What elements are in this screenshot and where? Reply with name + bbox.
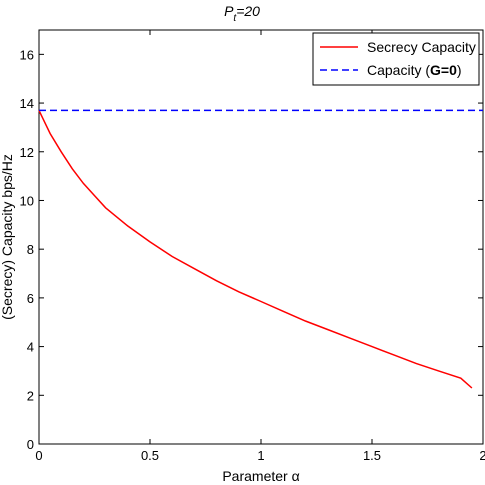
y-tick-label: 16 <box>20 47 34 62</box>
legend-box <box>312 32 480 86</box>
series-line-secrecy-capacity <box>38 110 473 389</box>
y-tick-label: 0 <box>27 437 34 452</box>
y-tick-label: 4 <box>27 340 34 355</box>
chart-title-subscript: t <box>233 13 237 24</box>
axis-tick-labels: 0 0.5 1 1.5 2 0 2 4 6 8 10 12 14 16 <box>20 47 485 463</box>
x-tick-label: 2 <box>479 448 485 463</box>
y-axis-label: (Secrecy) Capacity bps/Hz <box>0 154 15 320</box>
legend-capacity-suffix: ) <box>457 62 462 78</box>
y-tick-label: 12 <box>20 145 34 160</box>
series-group <box>38 109 483 389</box>
legend-capacity-bold: G=0 <box>430 62 457 78</box>
y-tick-label: 8 <box>27 242 34 257</box>
chart-title: Pt=20 <box>224 3 260 24</box>
y-tick-label: 10 <box>20 193 34 208</box>
y-tick-label: 14 <box>20 96 34 111</box>
legend-capacity-prefix: Capacity ( <box>367 62 430 78</box>
y-tick-label: 2 <box>27 388 34 403</box>
legend-label-capacity: Capacity (G=0) <box>367 62 462 78</box>
x-tick-label: 1 <box>257 448 264 463</box>
x-axis-label: Parameter α <box>222 468 299 484</box>
legend-label-secrecy-capacity: Secrecy Capacity <box>367 39 476 55</box>
x-tick-label: 1.5 <box>363 448 381 463</box>
axis-ticks <box>38 30 484 445</box>
x-tick-label: 0 <box>35 448 42 463</box>
x-tick-label: 0.5 <box>141 448 159 463</box>
legend: Secrecy Capacity Capacity (G=0) <box>312 32 480 86</box>
chart-title-rest: =20 <box>236 3 260 19</box>
y-tick-label: 6 <box>27 291 34 306</box>
plot-area <box>38 29 484 445</box>
chart-title-main: P <box>224 3 234 19</box>
